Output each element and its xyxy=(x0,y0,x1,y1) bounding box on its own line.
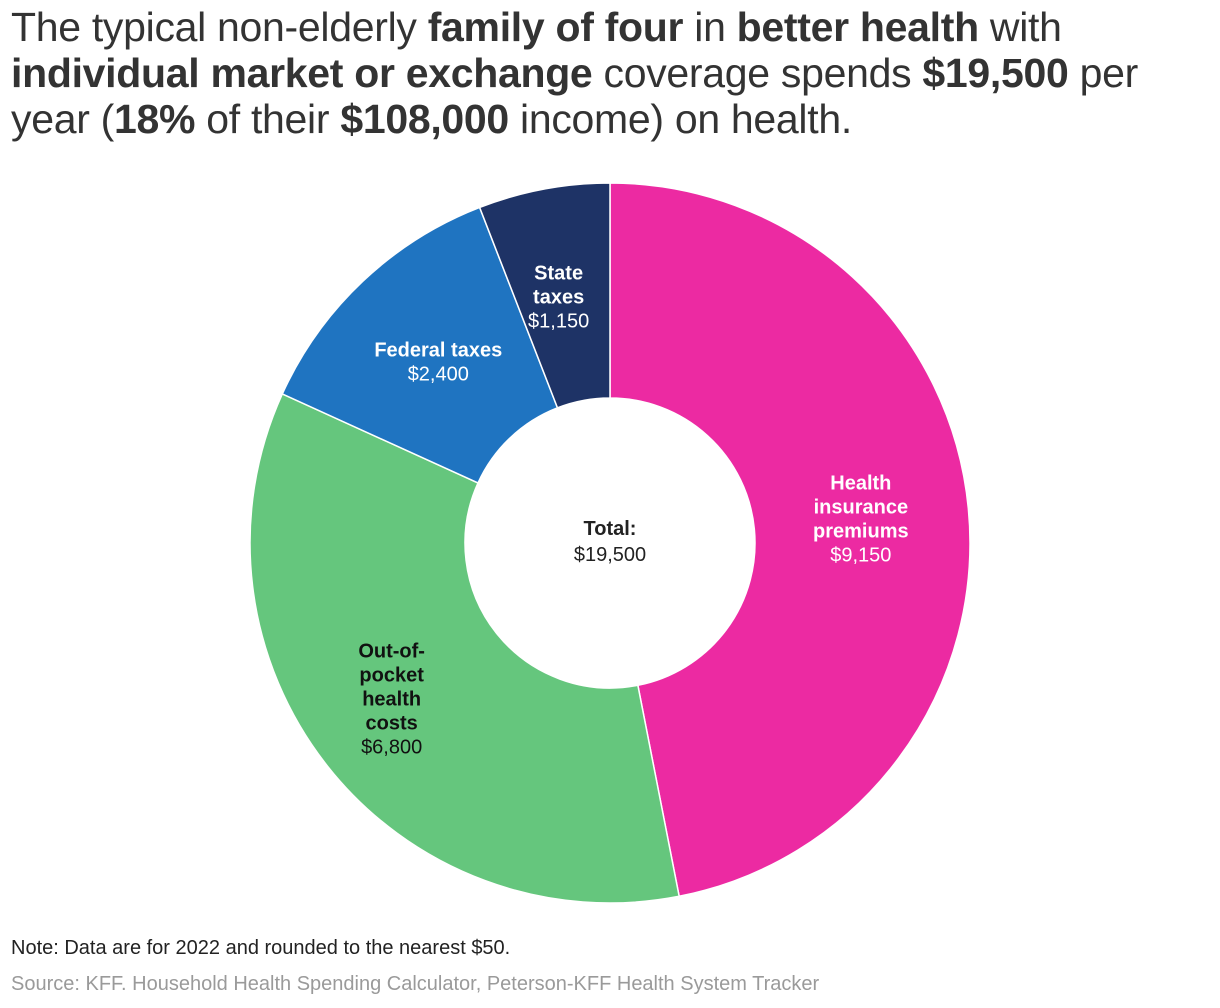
center-total-title: Total: xyxy=(584,518,637,540)
title-segment: income) on health. xyxy=(508,96,852,142)
chart-note: Note: Data are for 2022 and rounded to t… xyxy=(11,937,511,959)
slice-label-text: pocket xyxy=(359,664,424,686)
title-segment: better health xyxy=(736,4,979,50)
title-segment: in xyxy=(683,4,737,50)
title-segment: with xyxy=(978,4,1062,50)
title-segment: of their xyxy=(195,96,341,142)
center-layer: Total: $19,500 xyxy=(574,518,646,566)
title-segment: 18% xyxy=(114,96,196,142)
slice-label: Federal taxes$2,400 xyxy=(374,339,502,385)
slice-value-label: $1,150 xyxy=(528,310,589,332)
title-segment: individual market or exchange xyxy=(11,50,593,96)
slice-label-text: Out-of- xyxy=(358,640,425,662)
slice-label-text: taxes xyxy=(533,286,584,308)
title-segment: coverage spends xyxy=(592,50,923,96)
slices-layer xyxy=(249,182,971,904)
slice-label-text: health xyxy=(362,688,421,710)
slice-value-label: $6,800 xyxy=(361,736,422,758)
title-segment: $19,500 xyxy=(922,50,1069,96)
slice-value-label: $2,400 xyxy=(408,363,469,385)
title-segment: $108,000 xyxy=(340,96,509,142)
slice-label-text: insurance xyxy=(814,497,908,519)
donut-slice xyxy=(609,182,971,898)
slice-label-text: Federal taxes xyxy=(374,339,502,361)
title-segment: family of four xyxy=(427,4,684,50)
donut-slice xyxy=(249,392,681,904)
slice-label-text: Health xyxy=(830,473,891,495)
chart-title: The typical non-elderly family of four i… xyxy=(11,4,1211,142)
slice-label-text: premiums xyxy=(813,521,909,543)
center-total-value: $19,500 xyxy=(574,544,646,566)
slice-value-label: $9,150 xyxy=(830,545,891,567)
title-segment: The typical non-elderly xyxy=(11,4,428,50)
donut-slice xyxy=(478,182,611,409)
title-segment: per year ( xyxy=(11,50,1138,142)
donut-slice xyxy=(281,206,559,484)
slice-label-text: costs xyxy=(366,712,418,734)
chart-source: Source: KFF. Household Health Spending C… xyxy=(11,973,820,995)
slice-label-text: State xyxy=(534,262,583,284)
